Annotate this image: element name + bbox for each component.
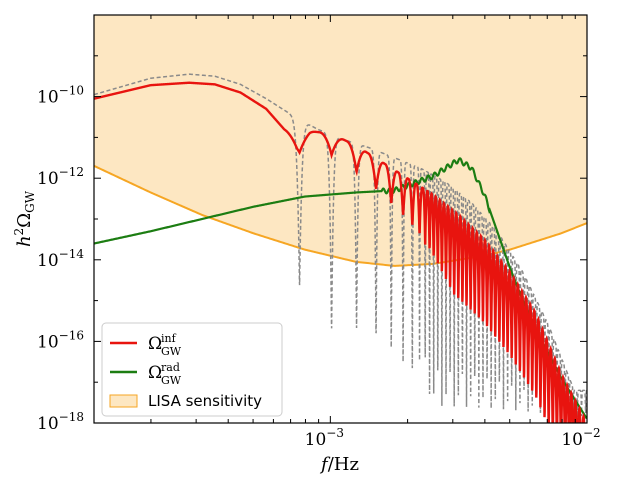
y-tick-label: 10−10 [37,84,84,108]
legend-box [101,322,283,417]
inf-spectrum-undamped-dashed-line [94,73,587,418]
legend-lisa-label: LISA sensitivity [148,392,262,410]
y-tick-label: 10−18 [37,410,84,434]
plot-area [94,15,587,423]
svg-text:h2ΩGW: h2ΩGW [12,190,37,247]
x-axis-label: f/Hz [319,454,359,475]
legend-inf-label: Ω inf GW [148,327,182,358]
legend-rad-label: Ω rad GW [148,356,185,387]
x-tick-label: 10−2 [561,426,600,450]
rad-spectrum-line [94,157,587,420]
axis-ticks: 10−3 10−2 10−10 10−12 10−14 10−16 10−18 [37,14,601,450]
x-tick-label: 10−3 [305,426,344,450]
inf-spectrum-line [94,81,586,423]
legend-lisa-swatch [109,394,138,408]
y-tick-label: 10−14 [37,247,84,271]
x-axis-label-unit: /Hz [328,454,359,475]
y-tick-label: 10−12 [37,165,84,189]
svg-text:f/Hz: f/Hz [319,454,359,475]
y-tick-label: 10−16 [37,328,84,352]
legend: Ω inf GW Ω rad GW LISA sensitivity [101,322,283,417]
y-axis-label: h2ΩGW [12,190,37,247]
